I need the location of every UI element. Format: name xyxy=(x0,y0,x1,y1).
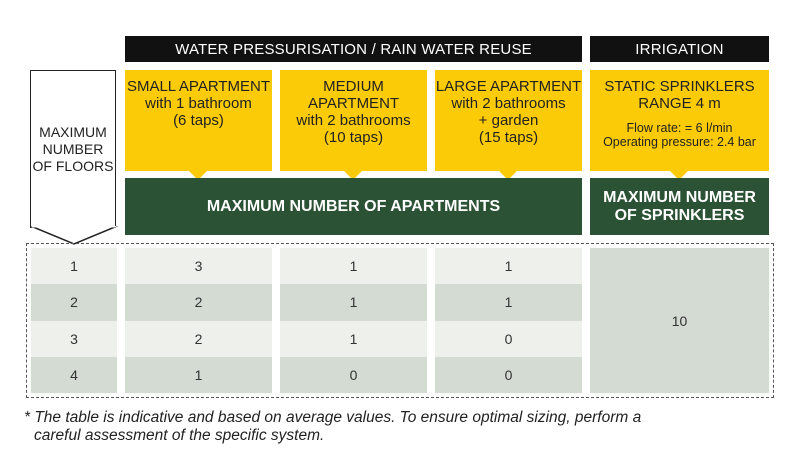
medium-apartment-taps: (10 taps) xyxy=(323,129,384,146)
table-cell-large-apartment: 0 xyxy=(435,356,582,393)
table-value-small-apartment: 2 xyxy=(194,330,203,347)
max-sprinklers-label-line1: MAXIMUM NUMBER xyxy=(603,188,756,206)
max-floors-label-line2: NUMBER xyxy=(42,140,104,157)
irrigation-header: IRRIGATION xyxy=(590,36,769,62)
table-cell-small-apartment: 2 xyxy=(125,320,272,357)
table-cell-floors: 1 xyxy=(31,248,117,285)
large-apartment-card: LARGE APARTMENT with 2 bathrooms + garde… xyxy=(435,70,582,180)
table-cell-large-apartment: 1 xyxy=(435,248,582,285)
large-apartment-taps: (15 taps) xyxy=(478,129,539,146)
table-value-medium-apartment: 1 xyxy=(349,258,358,275)
table-cell-medium-apartment: 0 xyxy=(280,356,427,393)
footnote: * The table is indicative and based on a… xyxy=(24,409,794,445)
table-value-floors: 3 xyxy=(70,330,78,347)
sprinklers-title: STATIC SPRINKLERS xyxy=(604,78,755,95)
large-apartment-garden: + garden xyxy=(478,112,539,129)
table-value-large-apartment: 0 xyxy=(504,330,513,347)
table-value-floors: 4 xyxy=(70,366,78,383)
table-cell-floors: 3 xyxy=(31,320,117,357)
max-floors-arrow xyxy=(30,226,118,245)
table-cell-small-apartment: 3 xyxy=(125,248,272,285)
table-value-large-apartment: 1 xyxy=(504,294,513,311)
large-apartment-notch xyxy=(499,171,517,180)
medium-apartment-bathrooms: with 2 bathrooms xyxy=(296,112,411,129)
max-sprinklers-label-line2: OF SPRINKLERS xyxy=(614,206,745,224)
table-cell-medium-apartment: 1 xyxy=(280,284,427,321)
large-apartment-bathrooms: with 2 bathrooms xyxy=(451,95,566,112)
water-pressurisation-header: WATER PRESSURISATION / RAIN WATER REUSE xyxy=(125,36,582,62)
large-apartment-title: LARGE APARTMENT xyxy=(435,78,582,95)
medium-apartment-card: MEDIUM APARTMENT with 2 bathrooms (10 ta… xyxy=(280,70,427,180)
table-value-small-apartment: 2 xyxy=(194,294,203,311)
max-floors-label-line1: MAXIMUM xyxy=(39,123,107,140)
max-apartments-bar: MAXIMUM NUMBER OF APARTMENTS xyxy=(125,178,582,235)
table-value-medium-apartment: 1 xyxy=(349,294,358,311)
table-cell-floors: 4 xyxy=(31,356,117,393)
small-apartment-title: SMALL APARTMENT xyxy=(126,78,271,95)
medium-apartment-notch xyxy=(344,171,362,180)
table-value-small-apartment: 1 xyxy=(194,366,203,383)
table-cell-small-apartment: 2 xyxy=(125,284,272,321)
footnote-line2: careful assessment of the specific syste… xyxy=(34,427,325,444)
table-value-floors: 1 xyxy=(70,258,78,275)
small-apartment-taps: (6 taps) xyxy=(173,112,224,129)
small-apartment-bathrooms: with 1 bathroom xyxy=(145,95,252,112)
sprinklers-count-cell: 10 xyxy=(590,248,769,393)
results-table-frame xyxy=(26,243,774,398)
table-value-small-apartment: 3 xyxy=(194,258,203,275)
max-apartments-label: MAXIMUM NUMBER OF APARTMENTS xyxy=(206,197,501,215)
sprinklers-flow-rate: Flow rate: = 6 l/min xyxy=(626,121,733,135)
table-value-large-apartment: 1 xyxy=(504,258,513,275)
sprinklers-card: STATIC SPRINKLERS RANGE 4 m Flow rate: =… xyxy=(590,70,769,180)
water-pressurisation-header-label: WATER PRESSURISATION / RAIN WATER REUSE xyxy=(175,40,532,58)
sprinklers-notch xyxy=(670,171,688,180)
sprinklers-operating-pressure: Operating pressure: 2.4 bar xyxy=(603,135,756,149)
sprinklers-range: RANGE 4 m xyxy=(638,95,721,112)
small-apartment-card: SMALL APARTMENT with 1 bathroom (6 taps) xyxy=(125,70,272,180)
footnote-line1: * The table is indicative and based on a… xyxy=(24,409,642,426)
max-sprinklers-bar: MAXIMUM NUMBER OF SPRINKLERS xyxy=(590,178,769,235)
small-apartment-notch xyxy=(189,171,207,180)
table-cell-floors: 2 xyxy=(31,284,117,321)
table-cell-medium-apartment: 1 xyxy=(280,248,427,285)
table-value-floors: 2 xyxy=(70,294,78,311)
irrigation-header-label: IRRIGATION xyxy=(635,40,724,58)
max-floors-label-line3: OF FLOORS xyxy=(32,157,114,174)
table-cell-large-apartment: 1 xyxy=(435,284,582,321)
table-value-large-apartment: 0 xyxy=(504,366,513,383)
table-cell-large-apartment: 0 xyxy=(435,320,582,357)
sprinklers-count-value: 10 xyxy=(671,312,688,329)
medium-apartment-title: MEDIUM APARTMENT xyxy=(307,78,400,112)
table-value-medium-apartment: 0 xyxy=(349,366,358,383)
table-value-medium-apartment: 1 xyxy=(349,330,358,347)
max-floors-box: MAXIMUM NUMBER OF FLOORS xyxy=(30,70,116,228)
table-cell-small-apartment: 1 xyxy=(125,356,272,393)
table-cell-medium-apartment: 1 xyxy=(280,320,427,357)
